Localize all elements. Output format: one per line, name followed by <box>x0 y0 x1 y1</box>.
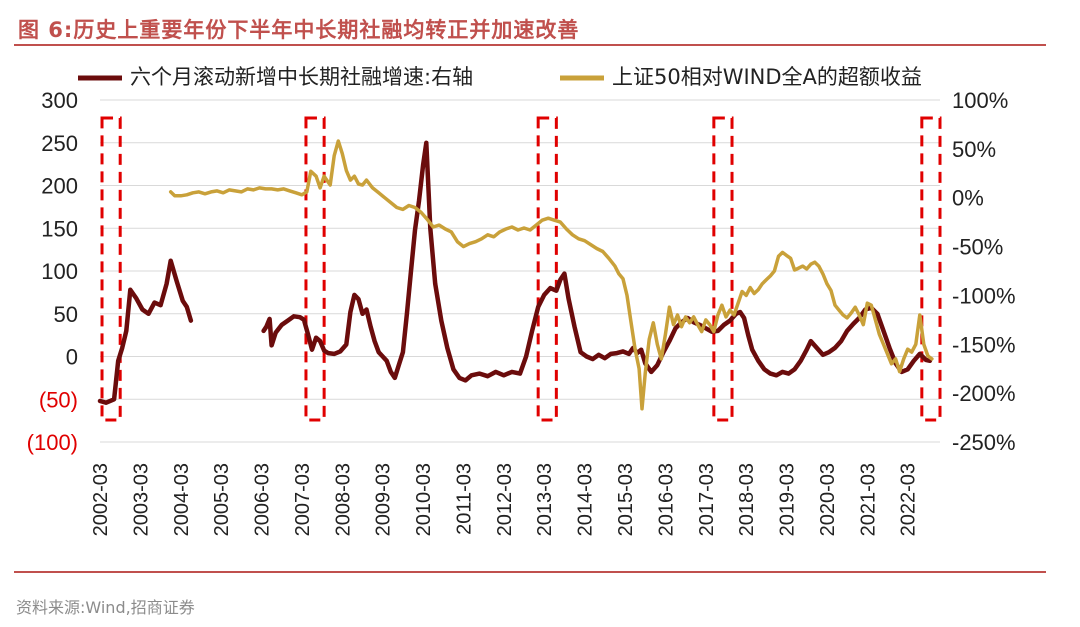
x-axis-tick-label: 2019-03 <box>777 463 799 536</box>
x-axis-tick-label: 2011-03 <box>453 463 475 535</box>
source-divider <box>14 571 1046 573</box>
highlight-period-box <box>920 116 942 422</box>
x-axis-tick-label: 2020-03 <box>817 463 839 536</box>
left-axis-tick-label: 200 <box>41 174 78 199</box>
right-axis-tick-label: 0% <box>952 186 984 211</box>
right-axis-tick-label: -50% <box>952 235 1003 260</box>
left-axis-tick-label: 100 <box>41 259 78 284</box>
chart-title: 图 6:历史上重要年份下半年中长期社融均转正并加速改善 <box>18 18 580 42</box>
x-axis-tick-label: 2002-03 <box>90 463 112 536</box>
highlight-period-box <box>100 116 122 422</box>
left-axis-tick-label: 0 <box>66 345 78 370</box>
legend-label-credit-growth: 六个月滚动新增中长期社融增速:右轴 <box>130 65 473 89</box>
x-axis-tick-label: 2012-03 <box>494 463 516 536</box>
x-axis-tick-label: 2022-03 <box>898 463 920 536</box>
legend-label-excess-return: 上证50相对WIND全A的超额收益 <box>612 65 922 89</box>
left-axis-tick-label: 250 <box>41 131 78 156</box>
left-axis-tick-label: 300 <box>41 88 78 113</box>
x-axis-tick-label: 2004-03 <box>171 463 193 536</box>
x-axis-tick-label: 2014-03 <box>575 463 597 536</box>
left-axis-tick-label: (100) <box>27 430 78 455</box>
x-axis-tick-label: 2015-03 <box>615 463 637 536</box>
highlight-period-box <box>536 116 558 422</box>
source-note: 资料来源:Wind,招商证券 <box>16 598 195 617</box>
x-axis-tick-label: 2021-03 <box>857 463 879 536</box>
right-axis-tick-label: -100% <box>952 283 1016 308</box>
x-axis-tick-label: 2009-03 <box>373 463 395 536</box>
x-axis-tick-label: 2005-03 <box>211 463 233 536</box>
right-axis-tick-label: -150% <box>952 332 1016 357</box>
highlight-period-box <box>712 116 734 422</box>
highlight-period-box <box>304 116 326 422</box>
x-axis-tick-label: 2016-03 <box>655 463 677 536</box>
x-axis-tick-label: 2013-03 <box>534 463 556 536</box>
left-axis-tick-label: 50 <box>54 302 78 327</box>
chart-title-bar: 图 6:历史上重要年份下半年中长期社融均转正并加速改善 <box>14 8 1054 44</box>
right-axis-tick-label: 50% <box>952 137 996 162</box>
series-line-credit-growth <box>261 140 933 383</box>
x-axis-tick-label: 2006-03 <box>252 463 274 536</box>
x-axis-tick-label: 2003-03 <box>130 463 152 536</box>
right-axis-tick-label: -250% <box>952 430 1016 455</box>
series-line-excess-return <box>168 139 934 411</box>
x-axis-tick-label: 2008-03 <box>332 463 354 536</box>
title-divider <box>14 44 1046 46</box>
x-axis-tick-label: 2007-03 <box>292 463 314 536</box>
x-axis-tick-label: 2017-03 <box>696 463 718 536</box>
left-axis-tick-label: 150 <box>41 216 78 241</box>
left-axis-tick-label: (50) <box>39 387 78 412</box>
x-axis-tick-label: 2018-03 <box>736 463 758 536</box>
right-axis-tick-label: 100% <box>952 88 1008 113</box>
series-line-credit-growth <box>97 258 194 405</box>
x-axis-tick-label: 2010-03 <box>413 463 435 536</box>
right-axis-tick-label: -200% <box>952 381 1016 406</box>
